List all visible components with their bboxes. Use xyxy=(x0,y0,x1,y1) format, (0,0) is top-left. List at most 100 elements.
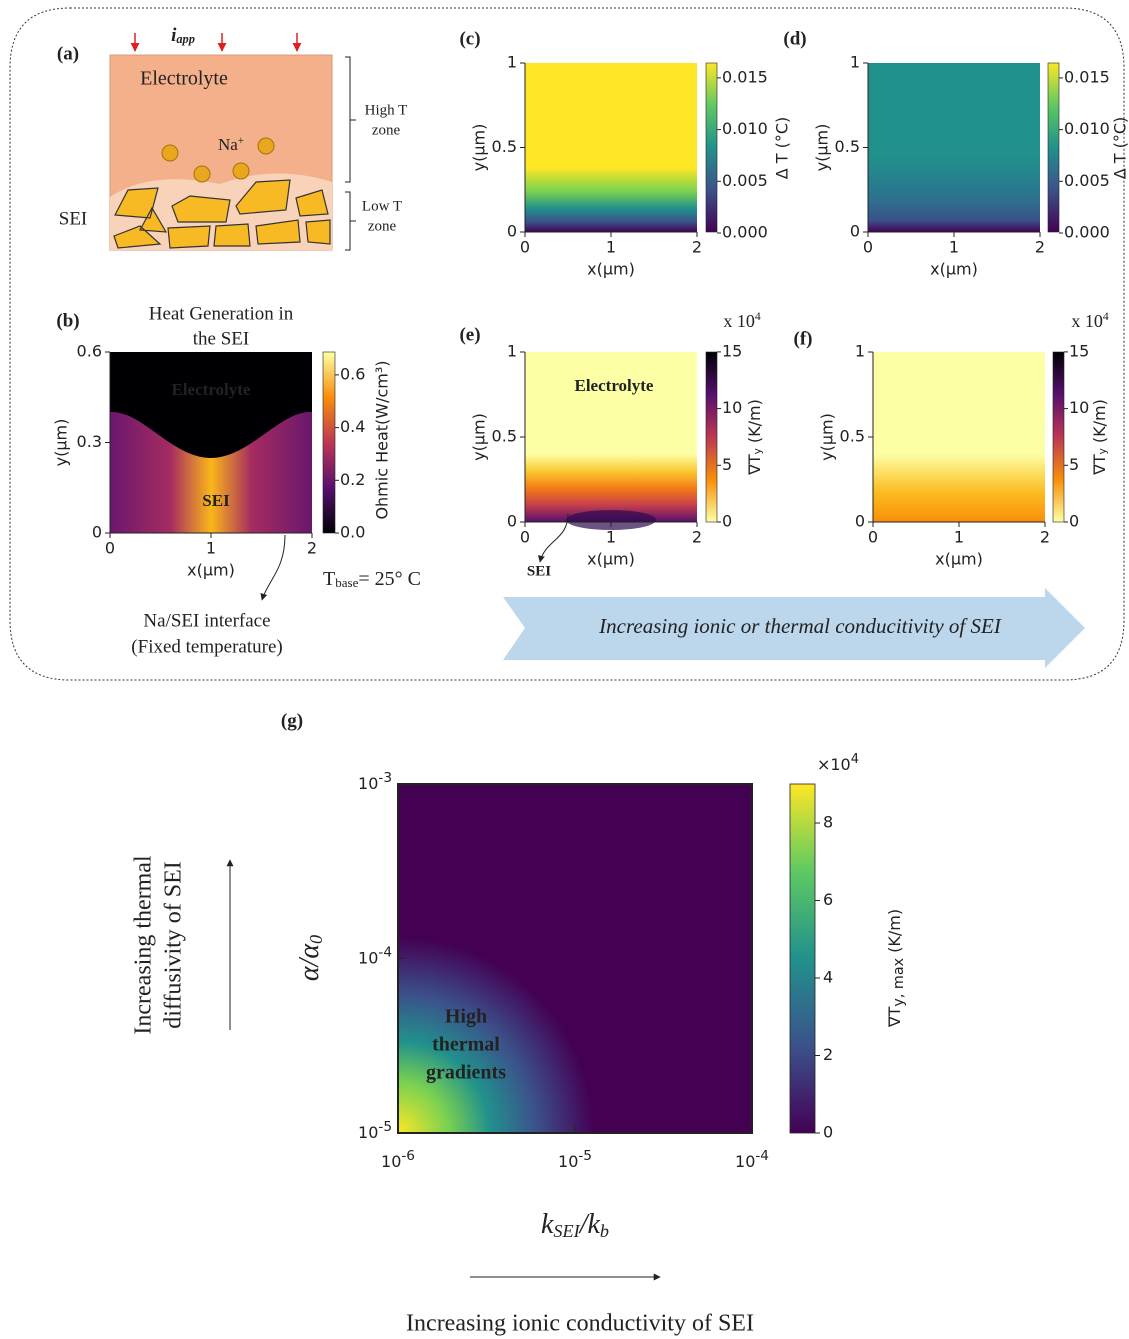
x-axis-label-part: k xyxy=(541,1209,554,1240)
y-tick-label: 10-5 xyxy=(358,1119,392,1142)
colorbar-label: ∇Ty (K/m) xyxy=(1090,399,1110,476)
colorbar-multiplier-part: ×10 xyxy=(817,755,851,774)
colorbar-tick-label: 0.015 xyxy=(722,67,768,86)
x-tick-label: 2 xyxy=(692,238,702,257)
region-label: Electrolyte xyxy=(575,376,654,395)
zone-label: Low T xyxy=(362,198,402,214)
banner-text: Increasing ionic or thermal conducitivit… xyxy=(598,614,1002,638)
panel-label: (c) xyxy=(459,28,480,49)
y-axis-label: y(μm) xyxy=(470,124,489,172)
x-tick-label: 0 xyxy=(520,528,530,547)
x-axis-label: x(μm) xyxy=(587,550,635,569)
colorbar-label-part: ∇T xyxy=(745,454,764,476)
y-axis-label: y(μm) xyxy=(470,413,489,461)
x-tick-label: 0 xyxy=(520,238,530,257)
ion-label-part: + xyxy=(238,135,244,147)
y-tick-label: 0 xyxy=(507,222,517,241)
colorbar-tick-label: 0.010 xyxy=(722,119,768,138)
x-axis-label: x(μm) xyxy=(930,260,978,279)
interface-note: (Fixed temperature) xyxy=(131,636,282,657)
base-temperature-part: T xyxy=(323,568,335,590)
colorbar-tick-label: 10 xyxy=(722,398,742,417)
colorbar-label: Δ T (°C) xyxy=(1111,117,1129,180)
axis-note: Increasing thermal xyxy=(131,855,157,1035)
x-axis-label-part: b xyxy=(600,1221,609,1241)
y-tick-label: 1 xyxy=(507,342,517,361)
colorbar-label-part: (K/m) xyxy=(745,399,764,448)
colorbar-tick-label: 0.005 xyxy=(722,171,768,190)
x-axis-label-part: SEI xyxy=(553,1221,580,1241)
panel-label: (a) xyxy=(57,43,79,64)
colorbar-label-part: y, max xyxy=(891,958,907,1007)
panel-label: (d) xyxy=(783,28,806,49)
sei-label: SEI xyxy=(59,208,88,229)
x-tick-label: 1 xyxy=(206,539,216,558)
colorbar-tick-label: 0 xyxy=(1069,512,1079,531)
colorbar-label: ∇Ty, max (K/m) xyxy=(885,909,908,1028)
x-tick-label: 1 xyxy=(954,528,964,547)
colorbar-tick-label: 0.000 xyxy=(1064,223,1110,242)
y-tick-label: 10-4 xyxy=(358,944,392,967)
colorbar-label: Ohmic Heat(W/cm³) xyxy=(373,360,392,519)
current-label-part: app xyxy=(176,32,195,46)
y-tick-label: 1 xyxy=(850,53,860,72)
page: { "panel_a": {"label": "(a)", "current":… xyxy=(0,0,1129,1339)
x-tick-label: 0 xyxy=(863,238,873,257)
y-axis-label-part: α/α xyxy=(294,943,325,981)
x-tick-label: 2 xyxy=(1040,528,1050,547)
colorbar-label-part: (K/m) xyxy=(1090,399,1109,448)
colorbar-label: Δ T (°C) xyxy=(773,117,792,180)
x-axis-label: x(μm) xyxy=(587,260,635,279)
panel-title: the SEI xyxy=(193,328,249,349)
colorbar-tick-label: 0.6 xyxy=(340,364,365,383)
y-tick-label-part: -5 xyxy=(378,1119,392,1135)
plot-annotation: High xyxy=(445,1006,487,1028)
region-label: SEI xyxy=(527,563,551,579)
x-axis-label-part: /k xyxy=(578,1209,601,1240)
y-tick-label: 0 xyxy=(92,523,102,542)
x-axis-label: x(μm) xyxy=(187,561,235,580)
colorbar-tick-label: 4 xyxy=(823,968,833,987)
plot-annotation: thermal xyxy=(432,1034,500,1056)
colorbar-multiplier-part: 4 xyxy=(755,310,761,323)
colorbar-multiplier: ×104 xyxy=(817,752,859,774)
y-tick-label: 0 xyxy=(855,512,865,531)
x-tick-label: 0 xyxy=(868,528,878,547)
colorbar-tick-label: 0.010 xyxy=(1064,119,1110,138)
colorbar-label: ∇Ty (K/m) xyxy=(745,399,765,476)
panel-label: (e) xyxy=(459,324,480,345)
colorbar-tick-label: 0.000 xyxy=(722,223,768,242)
y-tick-label: 1 xyxy=(855,342,865,361)
colorbar-multiplier-part: 4 xyxy=(851,752,859,767)
zone-label: High T xyxy=(365,102,408,118)
y-tick-label-part: -4 xyxy=(378,944,392,960)
colorbar-tick-label: 0.005 xyxy=(1064,171,1110,190)
colorbar-tick-label: 8 xyxy=(823,813,833,832)
y-tick-label: 0.3 xyxy=(77,432,102,451)
panel-label: (g) xyxy=(281,710,303,731)
zone-label: zone xyxy=(372,122,401,138)
x-tick-label: 1 xyxy=(606,238,616,257)
x-tick-label: 1 xyxy=(606,528,616,547)
x-tick-label: 10-4 xyxy=(735,1148,769,1171)
interface-note: Na/SEI interface xyxy=(143,610,270,631)
y-axis-label-part: 0 xyxy=(306,935,326,944)
colorbar-label-part: ∇T xyxy=(885,1006,904,1028)
electrolyte-label: Electrolyte xyxy=(140,68,228,90)
colorbar-tick-label: 5 xyxy=(722,455,732,474)
x-tick-label-part: -6 xyxy=(401,1148,415,1164)
figure: (a)iappElectrolyteNa+SEIHigh TzoneLow Tz… xyxy=(0,0,1129,1339)
axis-note: diffusivity of SEI xyxy=(161,861,187,1029)
x-tick-label: 10-6 xyxy=(381,1148,415,1171)
y-tick-label-part: 10 xyxy=(358,1123,378,1142)
x-tick-label: 1 xyxy=(949,238,959,257)
x-tick-label: 2 xyxy=(1035,238,1045,257)
x-tick-label: 2 xyxy=(307,539,317,558)
colorbar-label-part: (K/m) xyxy=(885,909,904,958)
x-tick-label-part: -4 xyxy=(755,1148,769,1164)
x-tick-label-part: 10 xyxy=(381,1152,401,1171)
colorbar-multiplier: x 104 xyxy=(1071,310,1109,331)
colorbar-multiplier-part: 4 xyxy=(1103,310,1109,323)
colorbar-tick-label: 0 xyxy=(722,512,732,531)
colorbar-tick-label: 15 xyxy=(722,341,742,360)
